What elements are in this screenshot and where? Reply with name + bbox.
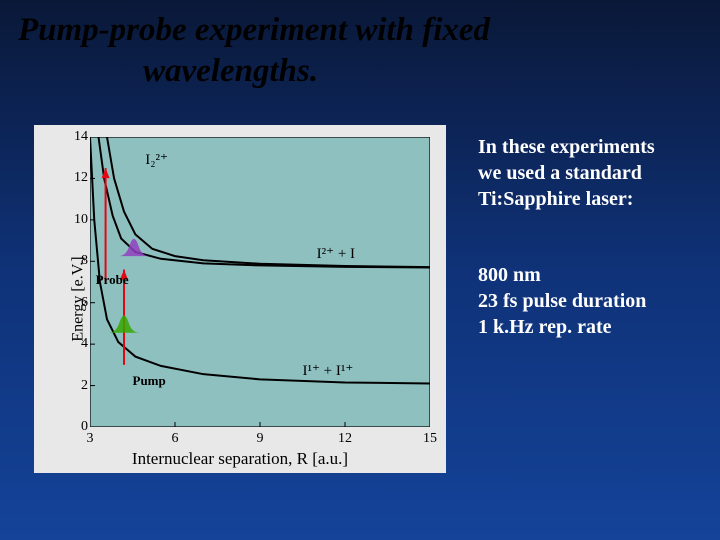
plot-area: I¹⁺ + I¹⁺ I²⁺ + I I₂²⁺ Probe Pump bbox=[90, 137, 430, 427]
curve-label: I₂²⁺ bbox=[145, 150, 168, 169]
curve-label: I²⁺ + I bbox=[317, 244, 355, 263]
para1-line1: In these experiments bbox=[478, 134, 655, 160]
ytick: 8 bbox=[81, 253, 88, 269]
x-axis-label: Internuclear separation, R [a.u.] bbox=[34, 449, 446, 469]
description-para-2: 800 nm 23 fs pulse duration 1 k.Hz rep. … bbox=[478, 262, 646, 340]
para2-line2: 23 fs pulse duration bbox=[478, 288, 646, 314]
para2-line1: 800 nm bbox=[478, 262, 646, 288]
title-line-1: Pump-probe experiment with fixed bbox=[18, 10, 702, 51]
xtick: 12 bbox=[338, 431, 352, 447]
curve-label: I¹⁺ + I¹⁺ bbox=[303, 361, 354, 380]
para2-line3: 1 k.Hz rep. rate bbox=[478, 314, 646, 340]
ytick: 2 bbox=[81, 378, 88, 394]
title-line-2: wavelengths. bbox=[18, 51, 702, 92]
description-para-1: In these experiments we used a standard … bbox=[478, 134, 655, 212]
slide-title: Pump-probe experiment with fixed wavelen… bbox=[0, 0, 720, 93]
para1-line2: we used a standard bbox=[478, 160, 655, 186]
ytick: 4 bbox=[81, 336, 88, 352]
xtick: 9 bbox=[257, 431, 264, 447]
ytick: 14 bbox=[74, 129, 88, 145]
ytick: 6 bbox=[81, 295, 88, 311]
energy-chart: Energy [e.V.] Internuclear separation, R… bbox=[34, 125, 446, 473]
annotation-label: Pump bbox=[133, 373, 166, 389]
xtick: 15 bbox=[423, 431, 437, 447]
ytick: 10 bbox=[74, 212, 88, 228]
annotation-label: Probe bbox=[96, 272, 129, 288]
xtick: 6 bbox=[172, 431, 179, 447]
xtick: 3 bbox=[87, 431, 94, 447]
para1-line3: Ti:Sapphire laser: bbox=[478, 186, 655, 212]
ytick: 12 bbox=[74, 170, 88, 186]
